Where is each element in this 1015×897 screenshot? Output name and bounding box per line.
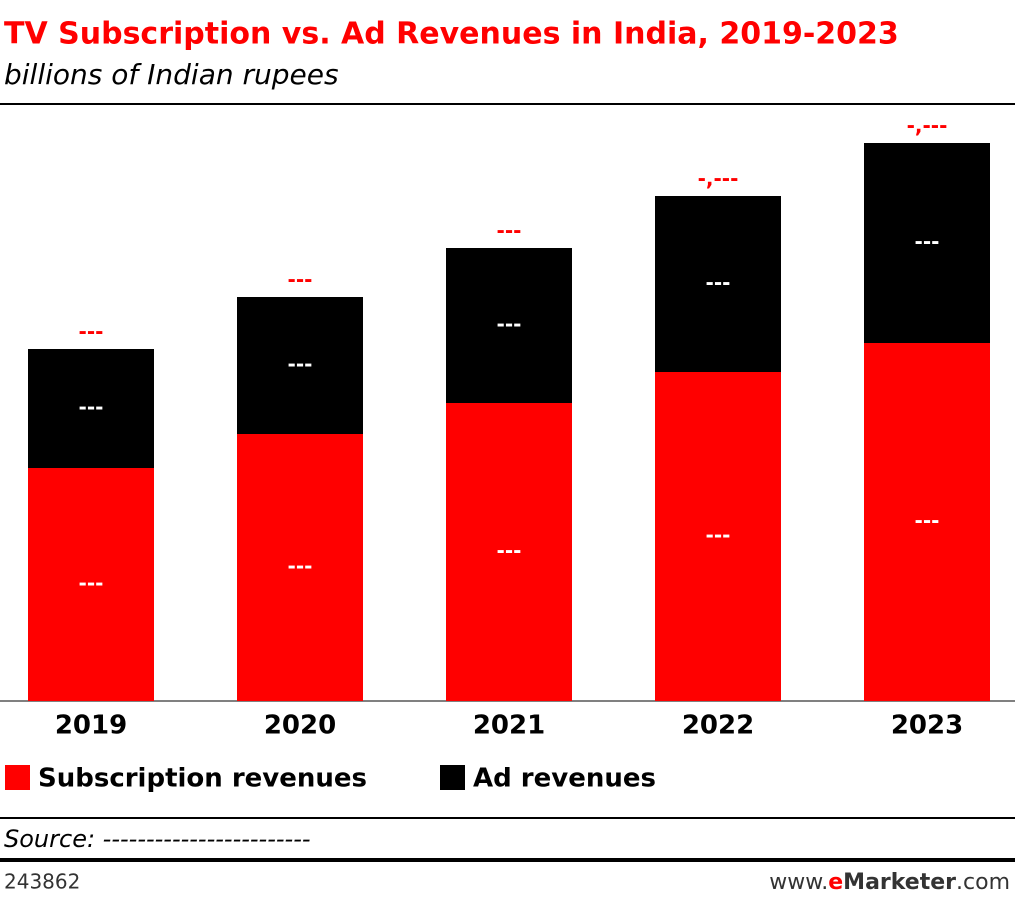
value-label: --- (915, 509, 940, 533)
legend-swatch (440, 765, 465, 790)
x-tick-label: 2020 (264, 711, 336, 741)
value-label: --- (706, 271, 731, 295)
source: Source: ------------------------ (4, 825, 311, 853)
x-tick-label: 2023 (891, 711, 963, 741)
bar-segment (864, 343, 990, 701)
total-label: -,--- (907, 114, 948, 138)
value-label: --- (79, 571, 104, 595)
chart-subtitle: billions of Indian rupees (4, 58, 339, 91)
value-label: --- (288, 352, 313, 376)
legend-swatch (5, 765, 30, 790)
value-label: --- (79, 395, 104, 419)
total-label: --- (497, 219, 522, 243)
value-label: --- (288, 554, 313, 578)
legend-label: Ad revenues (473, 764, 656, 794)
bar-segment (446, 403, 572, 701)
value-label: --- (497, 312, 522, 336)
value-label: --- (915, 230, 940, 254)
bar-segment (237, 434, 363, 701)
value-label: --- (706, 523, 731, 547)
chart-title: TV Subscription vs. Ad Revenues in India… (4, 17, 899, 52)
total-label: --- (288, 268, 313, 292)
bar-segment (237, 297, 363, 434)
bar-segment (446, 248, 572, 403)
total-label: -,--- (698, 167, 739, 191)
value-label: --- (497, 539, 522, 563)
bar-segment (655, 372, 781, 701)
x-tick-label: 2019 (55, 711, 127, 741)
bar-segment (655, 196, 781, 372)
x-tick-label: 2021 (473, 711, 545, 741)
bar-segment (864, 143, 990, 343)
legend-label: Subscription revenues (38, 764, 367, 794)
bar-segment (28, 468, 154, 701)
x-tick-label: 2022 (682, 711, 754, 741)
total-label: --- (79, 320, 104, 344)
brand: www.eMarketer.com (769, 870, 1010, 893)
chart-id: 243862 (4, 870, 80, 894)
bar-segment (28, 349, 154, 468)
